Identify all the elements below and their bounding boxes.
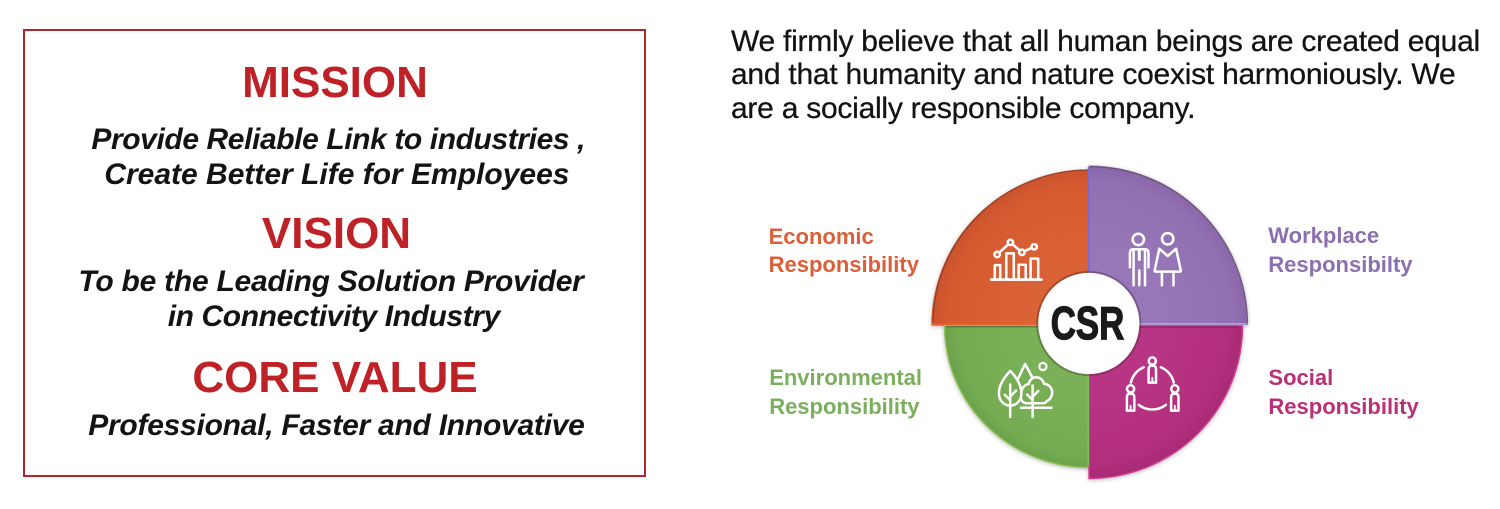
svg-text:CSR: CSR xyxy=(1051,297,1125,349)
